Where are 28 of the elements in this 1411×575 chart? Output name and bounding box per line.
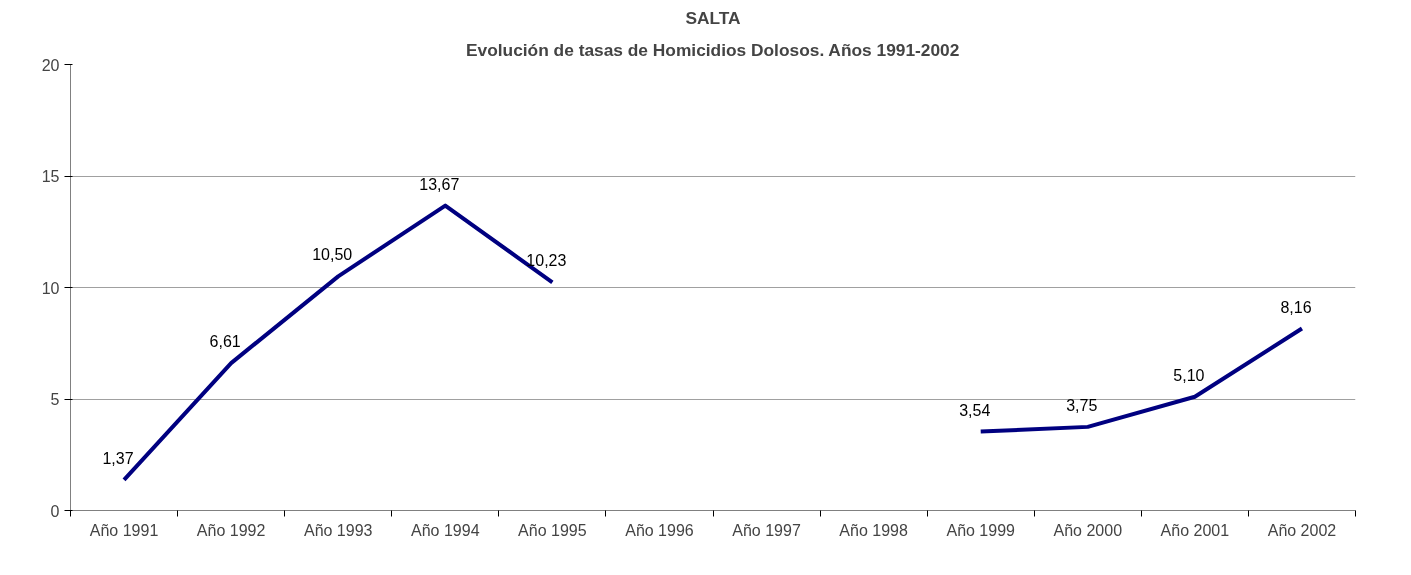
data-label: 8,16	[1280, 298, 1312, 316]
data-label: 13,67	[419, 175, 460, 193]
data-label: 3,54	[959, 401, 991, 419]
x-tick-label: Año 1995	[518, 521, 587, 539]
chart-title: SALTA	[685, 7, 742, 28]
chart-subtitle: Evolución de tasas de Homicidios Dolosos. Años 1991-2002	[465, 39, 960, 60]
data-label: 5,10	[1173, 366, 1205, 384]
y-tick-label: 15	[41, 168, 60, 185]
data-label: 10,23	[526, 252, 567, 270]
y-tick-label: 5	[50, 391, 60, 408]
x-tick-label: Año 2002	[1267, 521, 1337, 539]
x-tick-label: Año 1994	[411, 521, 480, 539]
data-label: 10,50	[312, 246, 353, 264]
x-tick-label: Año 2000	[1053, 521, 1123, 539]
x-tick-label: Año 1997	[732, 521, 801, 539]
x-tick-label: Año 1992	[196, 521, 266, 539]
y-tick-label: 10	[41, 279, 60, 297]
x-tick-label: Año 1996	[625, 521, 694, 539]
data-label: 3,75	[1066, 396, 1098, 414]
x-tick-label: Año 1993	[303, 521, 373, 539]
y-tick-label: 0	[50, 502, 60, 520]
x-tick-label: Año 1998	[839, 521, 908, 539]
x-tick-label: Año 2001	[1160, 521, 1230, 539]
x-tick-label: Año 1991	[89, 521, 159, 539]
data-label: 6,61	[209, 333, 241, 351]
data-label: 1,37	[102, 449, 134, 467]
y-tick-label: 20	[41, 56, 60, 74]
x-tick-label: Año 1999	[946, 521, 1016, 539]
